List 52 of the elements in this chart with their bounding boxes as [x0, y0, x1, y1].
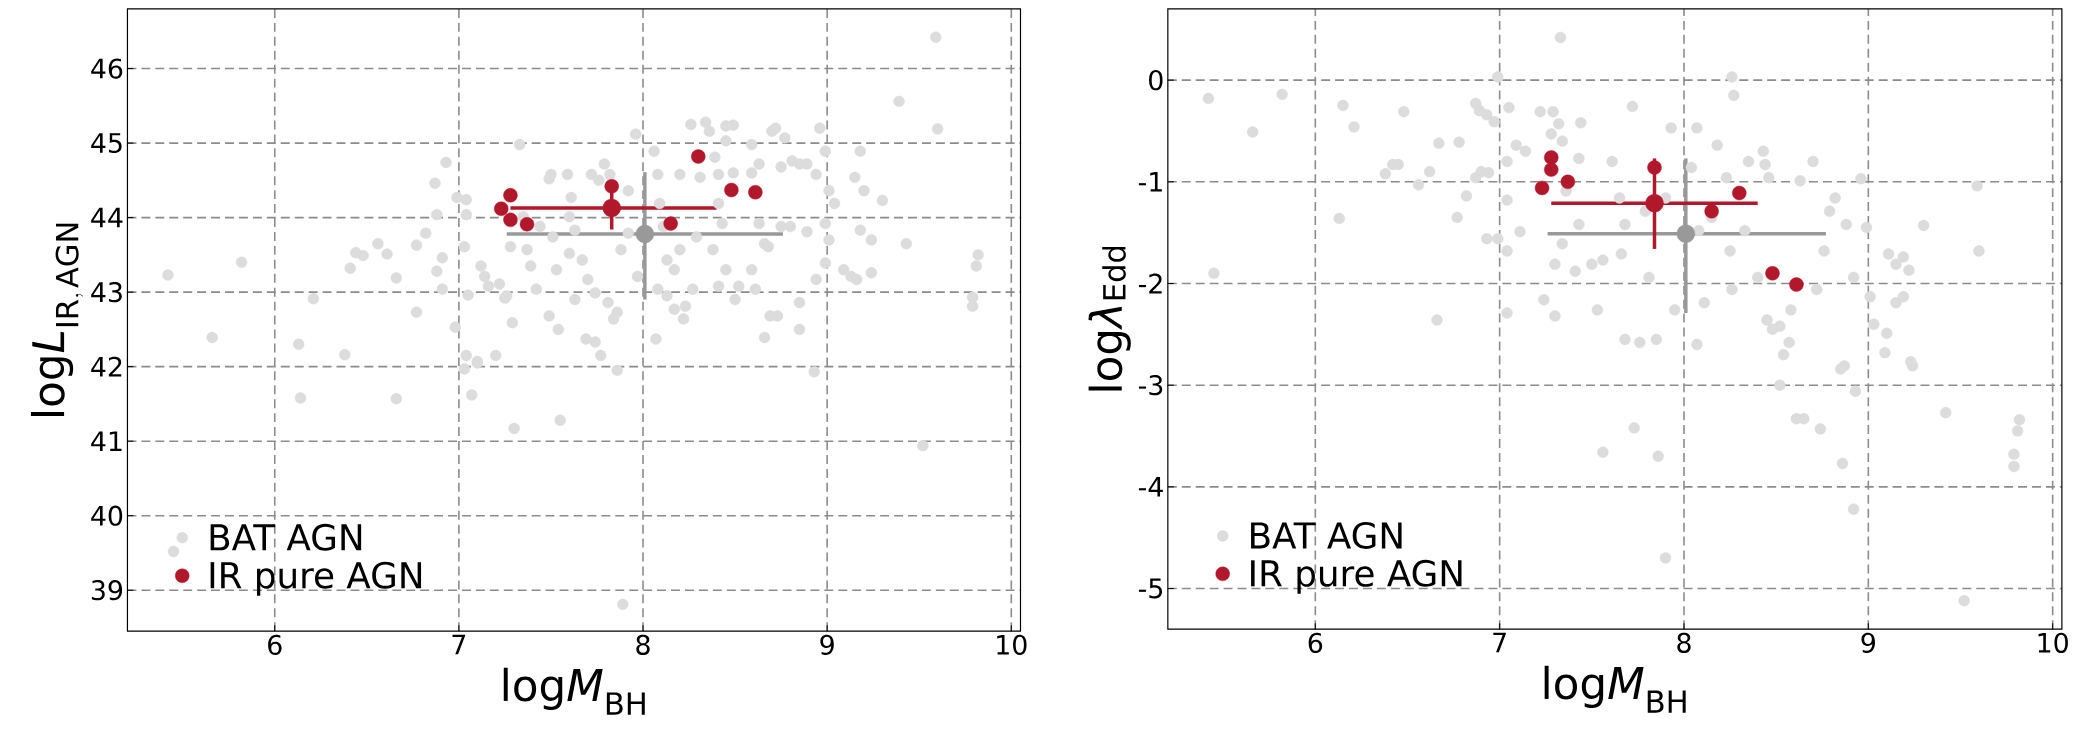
- point: [1544, 162, 1559, 177]
- point: [1765, 266, 1780, 281]
- y-tick-label: 46: [91, 58, 123, 79]
- y-tick-label: -1: [1138, 172, 1162, 192]
- x-tick-label: 10: [2038, 632, 2068, 654]
- point: [1560, 174, 1576, 190]
- y-tick-label: 40: [91, 505, 123, 526]
- y-tick-label: -2: [1138, 273, 1162, 294]
- y-tick-label: 41: [91, 431, 122, 452]
- y-tick-label: 45: [91, 133, 122, 154]
- y-tick-label: 39: [91, 580, 123, 601]
- x-axis-title: $\mathrm{log}\mathit{M}_{\mathrm{BH}}$: [503, 667, 645, 715]
- point: [503, 212, 518, 228]
- x-tick-label: 6: [268, 634, 282, 656]
- x-tick-label: 9: [1861, 632, 1875, 654]
- point: [635, 224, 655, 244]
- x-tick-label: 7: [1493, 632, 1506, 653]
- y-axis-title: $\mathrm{log}\text{\itshape λ}_{\mathrm{Edd}}$: [1088, 247, 1131, 391]
- y-tick-label: 42: [91, 356, 122, 377]
- point: [1647, 160, 1662, 175]
- y-tick-label: 43: [91, 282, 122, 303]
- x-tick-label: 8: [636, 634, 650, 656]
- point: [1534, 180, 1550, 196]
- point: [691, 149, 706, 164]
- point: [663, 216, 678, 231]
- legend-label: IR pure AGN: [1251, 559, 1462, 594]
- y-axis-title: $\mathrm{log}\mathit{L}_{\mathrm{IR,\,AGN}}$: [30, 223, 84, 416]
- x-tick-label: 10: [997, 634, 1027, 656]
- y-tick-label: 44: [91, 207, 123, 228]
- point: [1789, 277, 1804, 292]
- x-tick-label: 7: [452, 634, 466, 655]
- point: [519, 217, 535, 232]
- point: [1732, 185, 1747, 201]
- point: [1676, 224, 1695, 243]
- legend-label: BAT AGN: [1251, 522, 1402, 550]
- x-axis-title: $\mathrm{log}\mathit{M}_{\mathrm{BH}}$: [1544, 665, 1686, 713]
- point: [1645, 194, 1664, 213]
- legend-label: IR pure AGN: [210, 561, 422, 596]
- y-tick-label: -5: [1138, 578, 1162, 599]
- point: [748, 185, 763, 200]
- point: [602, 198, 621, 218]
- x-tick-label: 9: [820, 634, 834, 656]
- y-tick-label: -3: [1138, 375, 1163, 396]
- point: [494, 201, 509, 216]
- x-tick-label: 8: [1677, 632, 1691, 654]
- point: [503, 188, 518, 203]
- x-tick-label: 6: [1308, 632, 1323, 654]
- legend-label: BAT AGN: [210, 523, 362, 551]
- y-tick-label: -4: [1138, 477, 1163, 497]
- point: [724, 182, 739, 198]
- point: [604, 179, 619, 194]
- y-tick-label: 0: [1149, 70, 1163, 91]
